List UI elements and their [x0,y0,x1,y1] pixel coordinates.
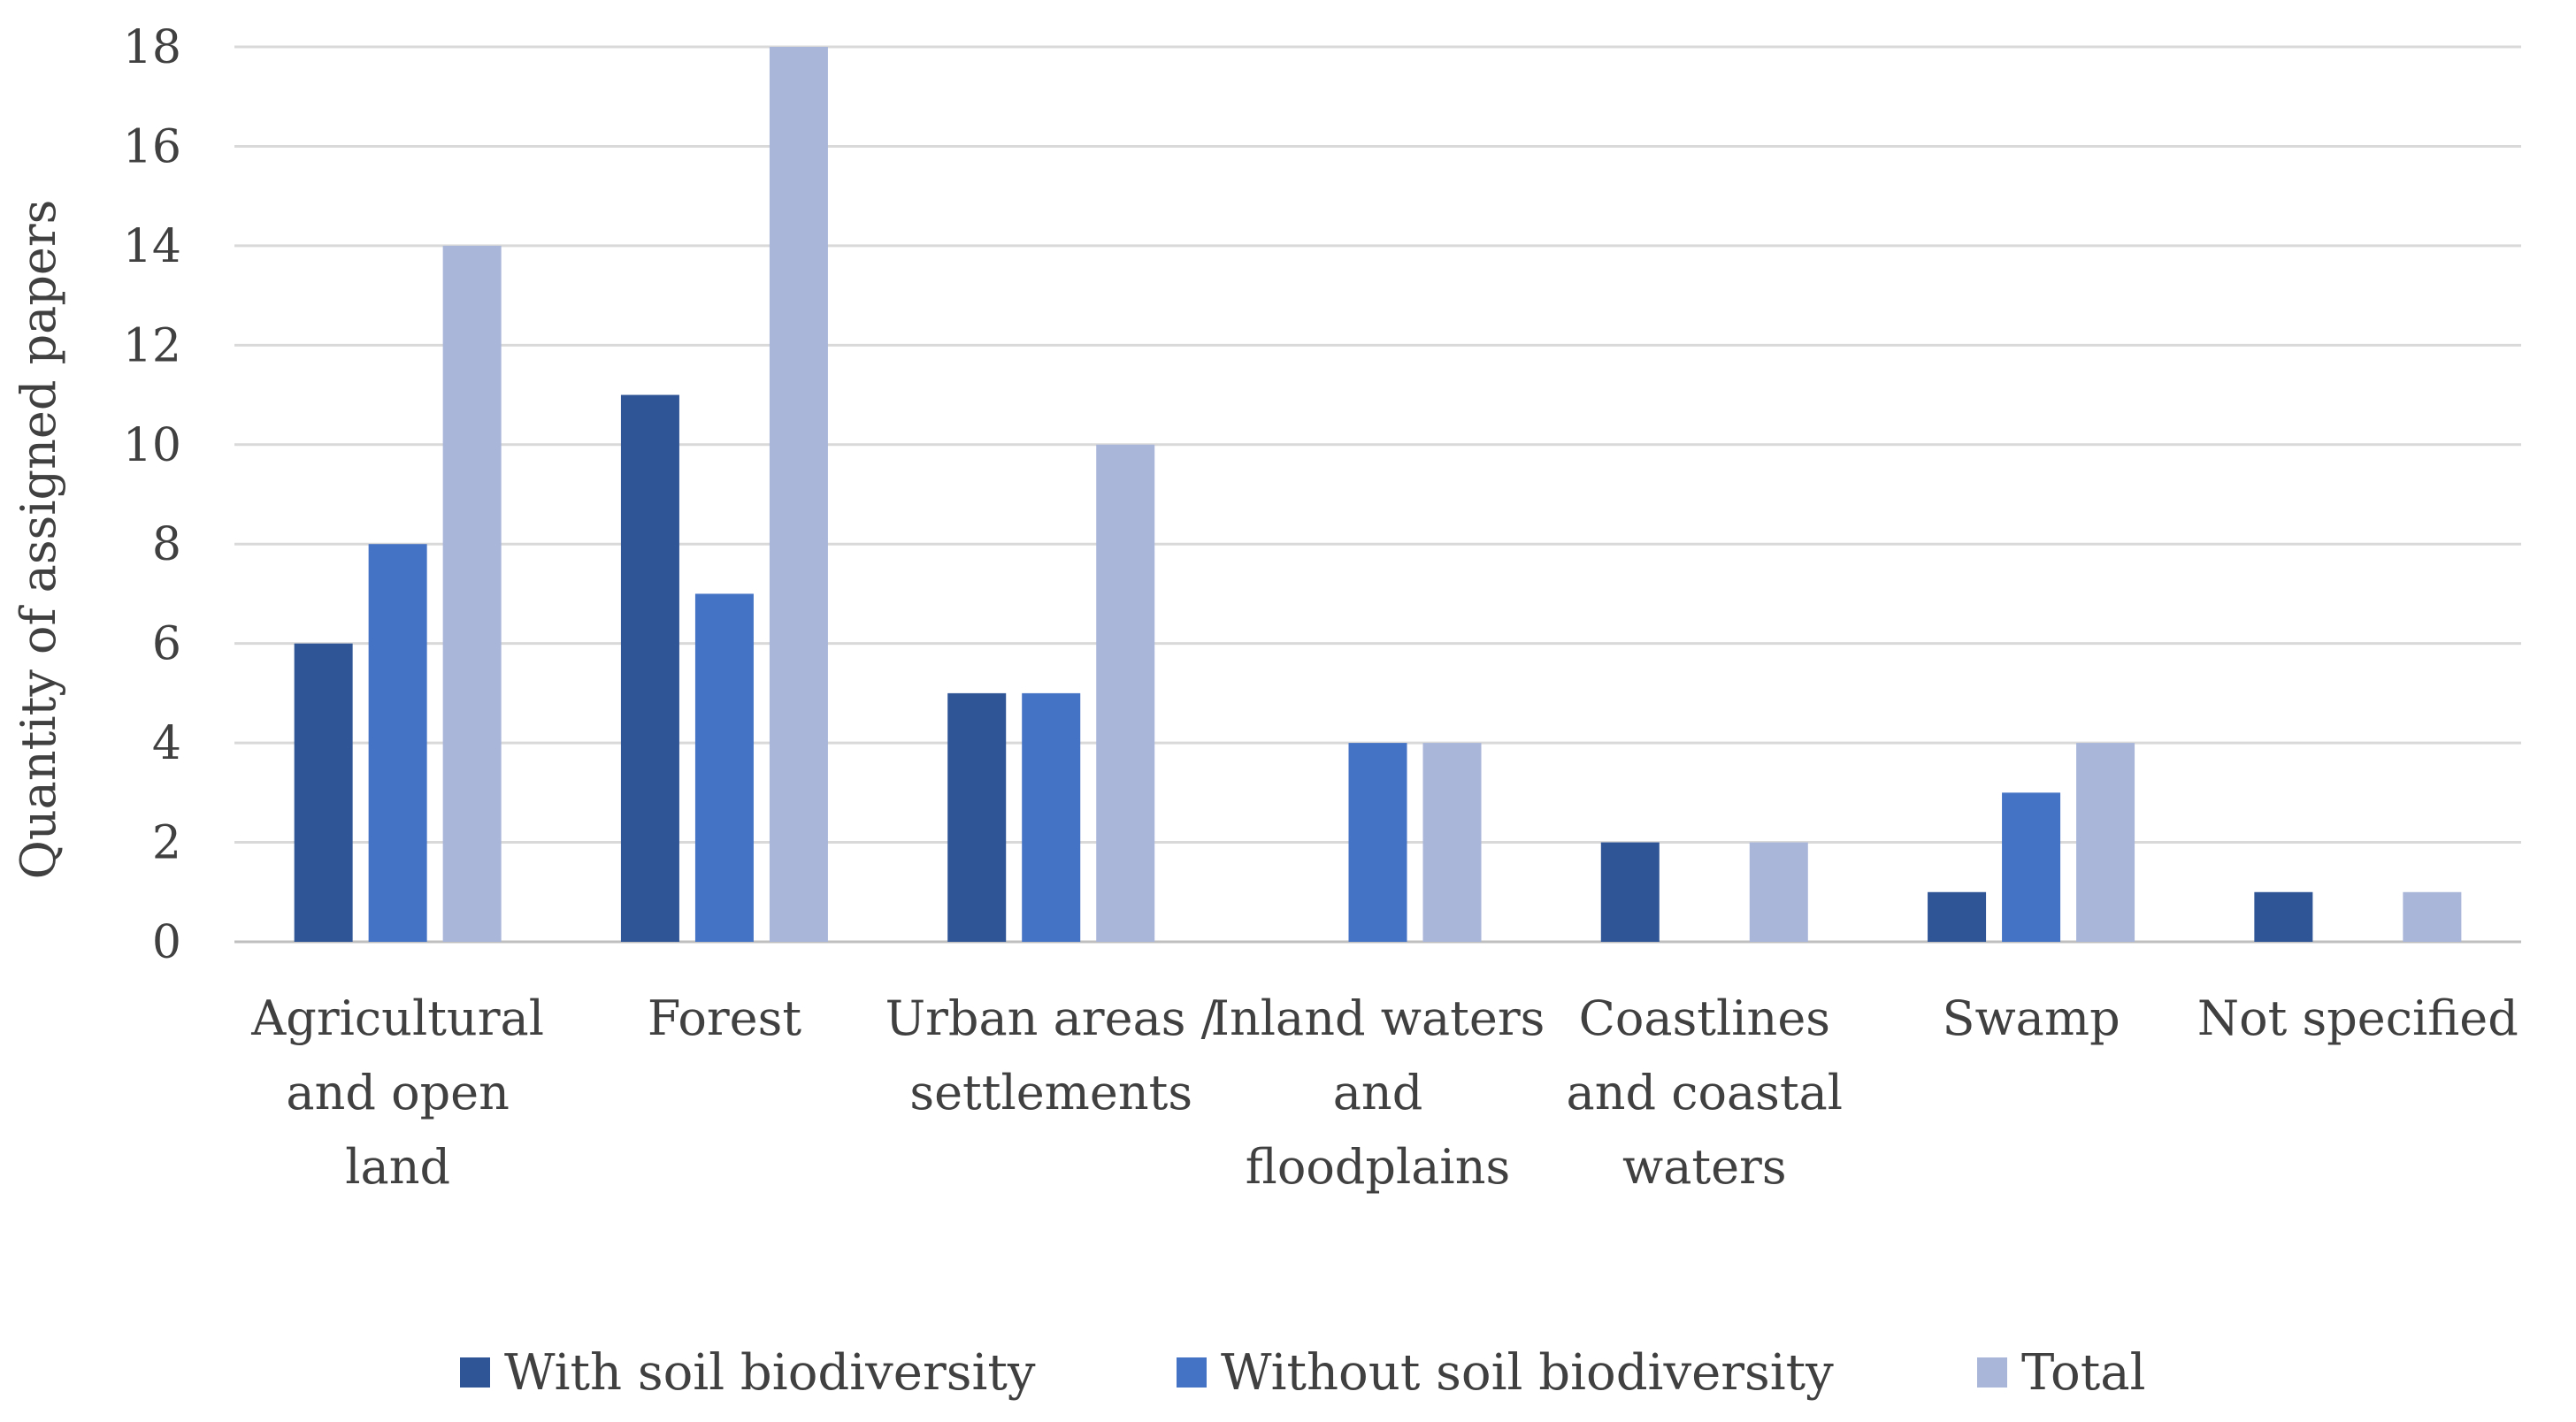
bars [294,47,2462,942]
bar-with-soil-biodiversity [947,692,1007,942]
bar-without-soil-biodiversity [368,544,427,942]
y-tick-label: 16 [123,120,181,173]
y-tick-label: 12 [123,319,181,372]
y-axis-ticks: 0 2 4 6 8 10 12 14 16 18 [123,21,181,969]
bar-total [1096,444,1155,942]
bar-without-soil-biodiversity [694,593,754,942]
legend-label: With soil biodiversity [504,1344,1036,1402]
y-tick-label: 14 [123,220,181,273]
y-tick-label: 18 [123,21,181,74]
y-tick-label: 6 [152,618,181,671]
bar-total [2076,743,2135,942]
y-axis-title: Quantity of assigned papers [11,200,66,880]
y-tick-label: 10 [123,419,181,472]
legend-item: With soil biodiversity [460,1344,1036,1402]
bar-total [2403,891,2462,942]
legend-item: Total [1977,1344,2146,1402]
bar-total [1749,842,1808,942]
legend-label: Without soil biodiversity [1221,1344,1834,1402]
bar-without-soil-biodiversity [1348,743,1407,942]
bar-with-soil-biodiversity [620,394,679,942]
legend-swatch [460,1357,490,1388]
bar-without-soil-biodiversity [1022,692,1081,942]
bar-with-soil-biodiversity [1928,891,1987,942]
y-tick-label: 8 [152,518,181,571]
bar-without-soil-biodiversity [2002,792,2061,942]
legend: With soil biodiversity Without soil biodi… [460,1344,2146,1402]
y-tick-label: 2 [152,817,181,870]
bar-with-soil-biodiversity [294,643,353,942]
legend-item: Without soil biodiversity [1177,1344,1834,1402]
y-tick-label: 4 [152,717,181,770]
x-category-label: Urban areas / settlements [886,990,1218,1120]
x-category-label: Coastlines and coastal waters [1567,990,1844,1195]
bar-total [442,245,502,942]
legend-label: Total [2021,1344,2146,1402]
bar-with-soil-biodiversity [1600,842,1660,942]
x-axis-categories: Agricultural and open land Forest Urban area… [250,990,2518,1195]
bar-total [1422,743,1482,942]
legend-swatch [1177,1357,1207,1388]
x-category-label: Inland waters and floodplains [1211,990,1545,1195]
bar-with-soil-biodiversity [2254,891,2313,942]
bar-total [769,47,828,942]
x-category-label: Forest [648,990,802,1046]
x-category-label: Not specified [2197,990,2518,1046]
x-category-label: Swamp [1942,990,2120,1046]
y-tick-label: 0 [152,916,181,969]
gridlines [234,45,2521,944]
legend-swatch [1977,1357,2007,1388]
x-category-label: Agricultural and open land [250,990,544,1195]
